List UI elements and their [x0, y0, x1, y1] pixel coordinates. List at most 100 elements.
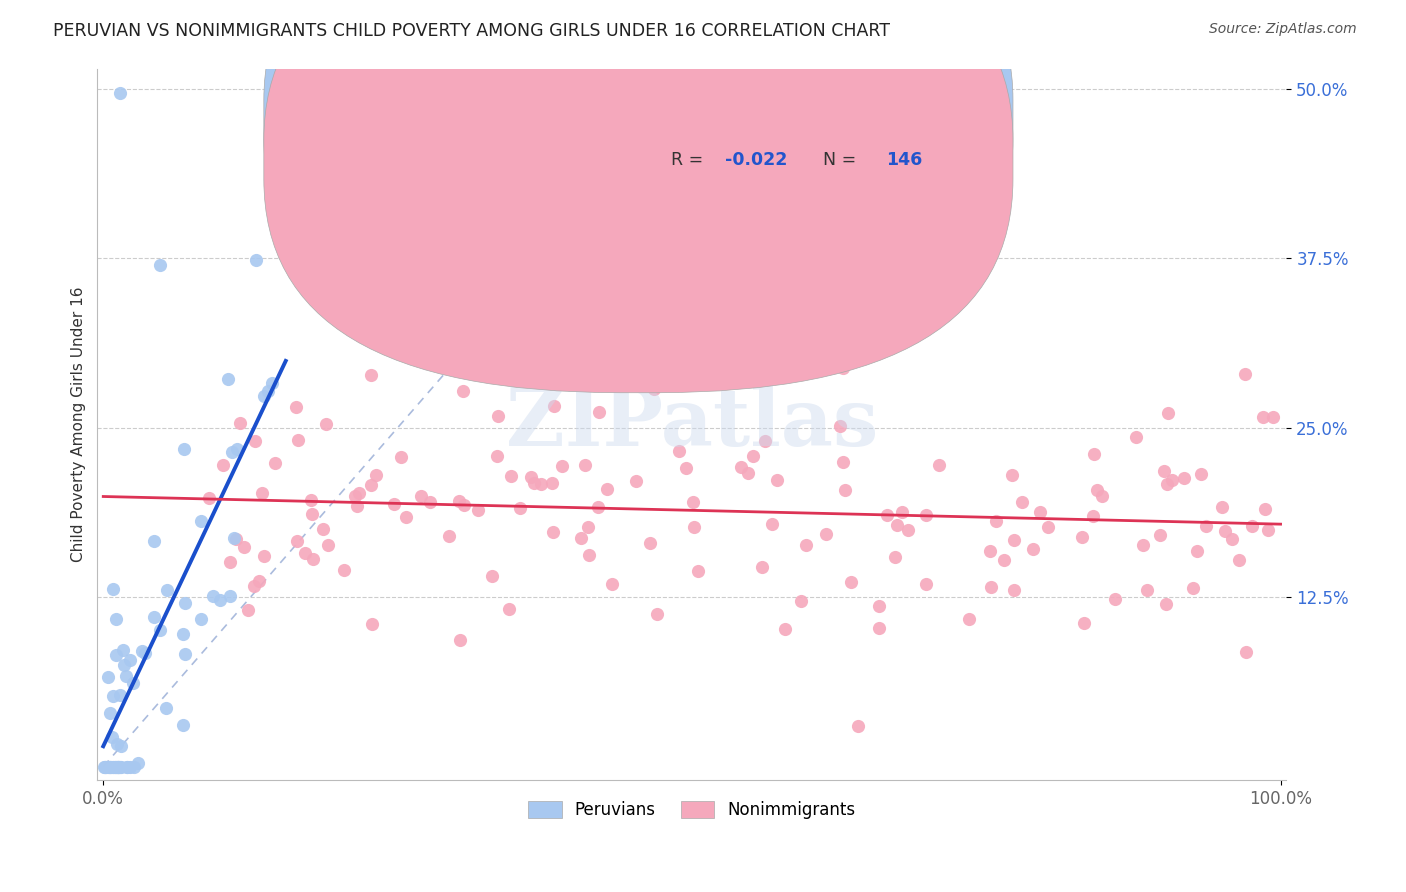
Point	[117, 760, 139, 774]
Point	[979, 544, 1001, 558]
Point	[588, 405, 610, 419]
Point	[94, 760, 117, 774]
Point	[253, 389, 276, 403]
Point	[1136, 582, 1159, 597]
Point	[226, 442, 249, 457]
Point	[105, 737, 128, 751]
Point	[346, 499, 368, 513]
Point	[222, 531, 245, 545]
Point	[541, 476, 564, 491]
Point	[1160, 473, 1182, 487]
Point	[107, 760, 129, 774]
Point	[1220, 532, 1243, 546]
Point	[287, 433, 309, 447]
Point	[1240, 518, 1263, 533]
Point	[143, 533, 166, 548]
Point	[249, 574, 271, 589]
Point	[101, 730, 124, 744]
Point	[115, 668, 138, 682]
Point	[742, 449, 765, 463]
Point	[366, 468, 388, 483]
Point	[704, 353, 727, 368]
Point	[600, 577, 623, 591]
Point	[233, 540, 256, 554]
Point	[890, 505, 912, 519]
FancyBboxPatch shape	[596, 83, 972, 193]
Point	[1181, 581, 1204, 595]
Text: N =: N =	[823, 111, 862, 128]
Point	[156, 582, 179, 597]
Point	[173, 596, 195, 610]
Point	[285, 400, 308, 414]
Point	[543, 399, 565, 413]
Point	[486, 409, 509, 423]
Point	[467, 503, 489, 517]
Point	[751, 560, 773, 574]
Point	[1251, 409, 1274, 424]
Point	[98, 760, 121, 774]
Point	[1253, 501, 1275, 516]
Point	[897, 524, 920, 538]
Point	[101, 689, 124, 703]
Point	[201, 589, 224, 603]
Point	[1154, 597, 1177, 611]
Point	[688, 564, 710, 578]
Point	[830, 419, 852, 434]
Point	[120, 653, 142, 667]
Point	[1083, 447, 1105, 461]
FancyBboxPatch shape	[264, 0, 1012, 353]
Point	[551, 458, 574, 473]
Point	[505, 359, 527, 374]
Point	[1195, 518, 1218, 533]
Point	[449, 493, 471, 508]
Point	[217, 372, 239, 386]
Point	[127, 756, 149, 770]
Point	[219, 555, 242, 569]
Point	[360, 368, 382, 382]
Y-axis label: Child Poverty Among Girls Under 16: Child Poverty Among Girls Under 16	[72, 286, 86, 562]
Point	[105, 648, 128, 662]
Point	[316, 538, 339, 552]
Point	[229, 417, 252, 431]
Point	[243, 579, 266, 593]
Point	[111, 643, 134, 657]
Point	[198, 491, 221, 506]
Point	[112, 657, 135, 672]
Point	[1153, 463, 1175, 477]
Point	[301, 507, 323, 521]
Point	[1104, 591, 1126, 606]
Point	[121, 676, 143, 690]
Point	[108, 688, 131, 702]
Point	[107, 760, 129, 774]
Text: R =: R =	[671, 151, 709, 169]
Text: 0.457: 0.457	[745, 111, 800, 128]
Point	[1156, 406, 1178, 420]
Point	[1156, 476, 1178, 491]
Point	[101, 582, 124, 597]
Point	[794, 538, 817, 552]
Point	[382, 497, 405, 511]
Point	[104, 760, 127, 774]
Point	[846, 719, 869, 733]
Point	[285, 533, 308, 548]
Point	[761, 517, 783, 532]
Point	[395, 510, 418, 524]
Point	[253, 549, 276, 563]
Point	[1185, 544, 1208, 558]
Point	[1001, 468, 1024, 483]
Point	[439, 529, 461, 543]
Point	[97, 670, 120, 684]
Point	[110, 760, 132, 774]
Point	[1149, 527, 1171, 541]
Point	[174, 647, 197, 661]
Point	[221, 445, 243, 459]
Point	[683, 520, 706, 534]
Point	[640, 536, 662, 550]
Point	[97, 760, 120, 774]
Point	[212, 458, 235, 472]
Point	[643, 382, 665, 396]
Point	[108, 760, 131, 774]
Point	[262, 376, 284, 391]
Point	[675, 461, 697, 475]
Point	[101, 760, 124, 774]
